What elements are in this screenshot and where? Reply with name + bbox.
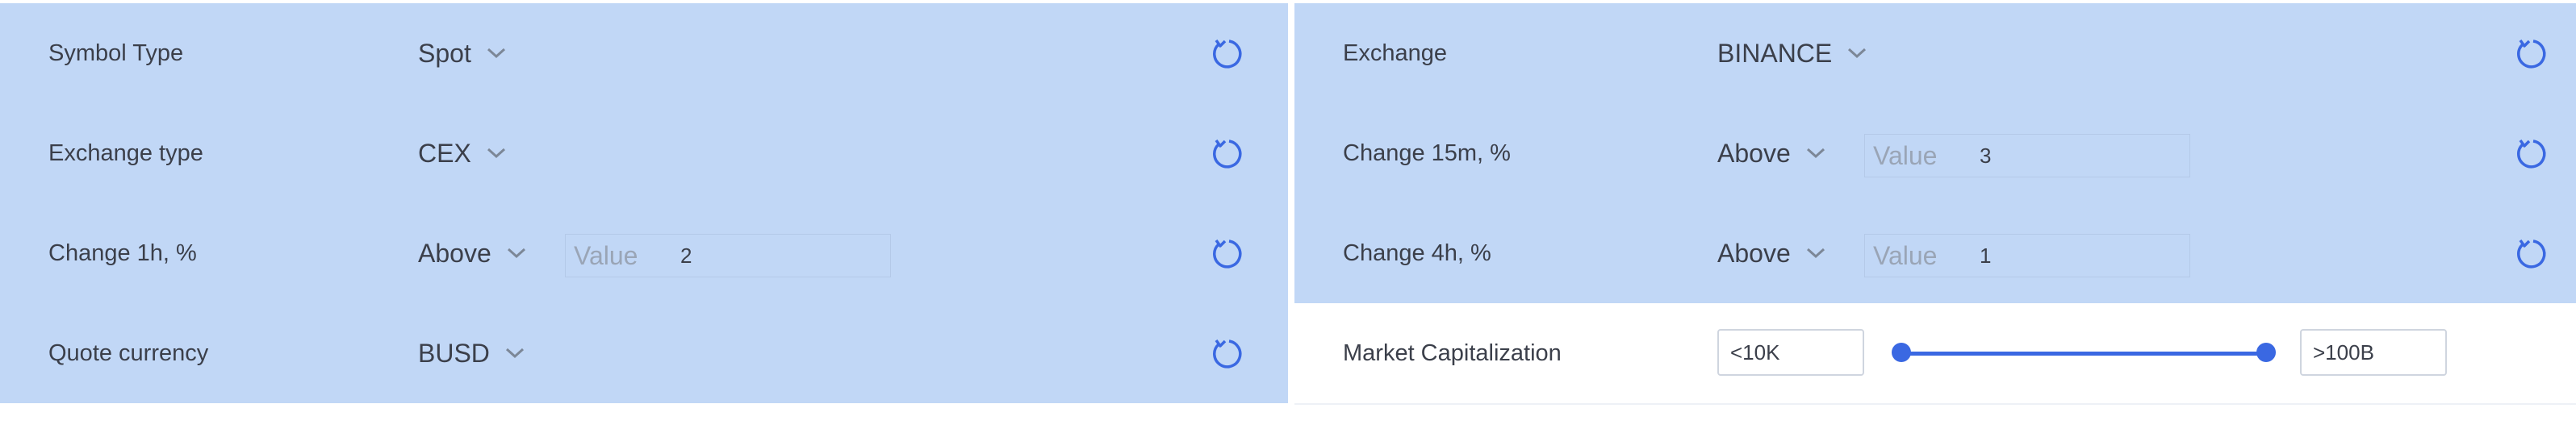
reset-icon[interactable] bbox=[1207, 334, 1246, 373]
value-text: 2 bbox=[680, 243, 692, 268]
reset-icon[interactable] bbox=[1207, 34, 1246, 73]
chevron-down-icon bbox=[487, 148, 505, 159]
chevron-down-icon bbox=[1848, 48, 1867, 59]
exchange-select[interactable]: BINANCE bbox=[1717, 3, 1869, 103]
filter-row-change-4h: Change 4h, % Above Value 1 bbox=[1294, 203, 2576, 303]
filter-label: Quote currency bbox=[48, 340, 209, 366]
market-cap-range-track[interactable] bbox=[1901, 352, 2266, 356]
filter-row-quote-currency: Quote currency BUSD bbox=[0, 303, 1288, 403]
select-value: BINANCE bbox=[1717, 38, 1833, 68]
filter-row-change-1h: Change 1h, % Above Value 2 bbox=[0, 203, 1288, 303]
select-value: CEX bbox=[418, 138, 471, 168]
filter-label: Change 4h, % bbox=[1343, 240, 1491, 266]
exchange-type-select[interactable]: CEX bbox=[418, 103, 508, 203]
chevron-down-icon bbox=[1806, 248, 1825, 259]
filter-label: Symbol Type bbox=[48, 40, 184, 66]
change-1h-condition-select[interactable]: Above bbox=[418, 203, 529, 303]
symbol-type-select[interactable]: Spot bbox=[418, 3, 508, 103]
change-1h-value-input[interactable]: Value 2 bbox=[565, 234, 891, 277]
reset-icon[interactable] bbox=[1207, 134, 1246, 173]
filter-row-exchange: Exchange BINANCE bbox=[1294, 3, 2576, 103]
reset-icon[interactable] bbox=[2511, 34, 2550, 73]
filter-label: Change 1h, % bbox=[48, 240, 197, 266]
reset-icon[interactable] bbox=[1207, 234, 1246, 273]
filter-label: Change 15m, % bbox=[1343, 140, 1511, 166]
column-divider bbox=[1288, 0, 1294, 429]
filters-left-column: Symbol Type Spot Exchange type CEX Chang… bbox=[0, 3, 1288, 403]
value-placeholder: Value bbox=[574, 240, 638, 270]
chevron-down-icon bbox=[505, 348, 524, 359]
value-placeholder: Value bbox=[1873, 240, 1938, 270]
reset-icon[interactable] bbox=[2511, 234, 2550, 273]
chevron-down-icon bbox=[507, 248, 525, 259]
filter-label: Market Capitalization bbox=[1343, 340, 1562, 366]
select-value: Above bbox=[418, 238, 491, 268]
change-15m-condition-select[interactable]: Above bbox=[1717, 103, 1828, 203]
filter-label: Exchange bbox=[1343, 40, 1447, 66]
value-text: 1 bbox=[1980, 243, 1992, 268]
change-15m-value-input[interactable]: Value 3 bbox=[1864, 134, 2190, 177]
chevron-down-icon bbox=[1806, 148, 1825, 159]
quote-currency-select[interactable]: BUSD bbox=[418, 303, 527, 403]
market-cap-min-handle[interactable] bbox=[1892, 343, 1911, 362]
market-cap-max-handle[interactable] bbox=[2256, 343, 2276, 362]
chevron-down-icon bbox=[487, 48, 505, 59]
filter-label: Exchange type bbox=[48, 140, 203, 166]
select-value: BUSD bbox=[418, 338, 490, 368]
select-value: Above bbox=[1717, 238, 1791, 268]
value-text: 3 bbox=[1980, 143, 1992, 168]
reset-icon[interactable] bbox=[2511, 134, 2550, 173]
filters-right-column: Exchange BINANCE Change 15m, % Above Val… bbox=[1294, 0, 2576, 429]
select-value: Spot bbox=[418, 38, 471, 68]
filter-row-symbol-type: Symbol Type Spot bbox=[0, 3, 1288, 103]
market-cap-min-input[interactable]: <10K bbox=[1717, 329, 1864, 376]
filter-row-exchange-type: Exchange type CEX bbox=[0, 103, 1288, 203]
select-value: Above bbox=[1717, 138, 1791, 168]
market-cap-max-input[interactable]: >100B bbox=[2300, 329, 2447, 376]
change-4h-value-input[interactable]: Value 1 bbox=[1864, 234, 2190, 277]
filter-row-change-15m: Change 15m, % Above Value 3 bbox=[1294, 103, 2576, 203]
change-4h-condition-select[interactable]: Above bbox=[1717, 203, 1828, 303]
value-placeholder: Value bbox=[1873, 140, 1938, 170]
